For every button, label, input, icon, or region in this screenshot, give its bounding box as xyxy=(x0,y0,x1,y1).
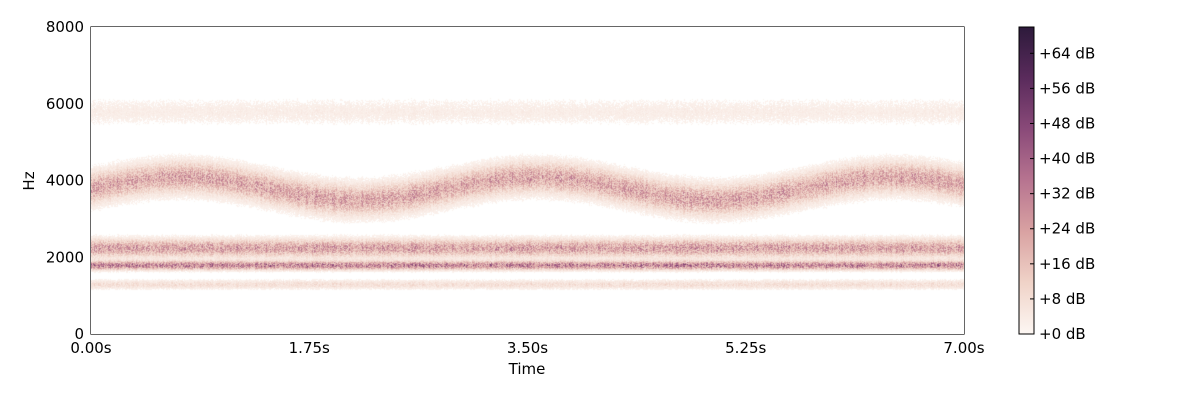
colorbar-gradient xyxy=(1018,26,1035,335)
y-tick-label: 0 xyxy=(74,325,84,343)
x-axis-label: Time xyxy=(508,360,546,378)
y-axis-label: Hz xyxy=(20,171,38,190)
y-tick-label: 8000 xyxy=(46,18,84,36)
x-tick-label: 1.75s xyxy=(289,339,330,357)
y-tick-label: 4000 xyxy=(46,172,84,190)
colorbar-tick-label: +48 dB xyxy=(1039,114,1095,132)
colorbar-tick-label: +32 dB xyxy=(1039,185,1095,203)
x-tick-label: 7.00s xyxy=(943,339,984,357)
colorbar: +0 dB +8 dB +16 dB +24 dB +32 dB +40 dB +48 dB… xyxy=(1018,26,1095,343)
x-tick-label: 3.50s xyxy=(507,339,548,357)
x-tick-label: 0.00s xyxy=(70,339,111,357)
colorbar-tick-label: +0 dB xyxy=(1039,325,1086,343)
x-tick-label: 5.25s xyxy=(725,339,766,357)
colorbar-tick-label: +56 dB xyxy=(1039,79,1095,97)
colorbar-tick-label: +16 dB xyxy=(1039,255,1095,273)
y-tick-label: 2000 xyxy=(46,248,84,266)
colorbar-tick-label: +64 dB xyxy=(1039,44,1095,62)
colorbar-tick-label: +40 dB xyxy=(1039,150,1095,168)
y-tick-label: 6000 xyxy=(46,95,84,113)
colorbar-tick-label: +24 dB xyxy=(1039,220,1095,238)
spectrogram-heatmap xyxy=(91,27,964,334)
colorbar-tick-label: +8 dB xyxy=(1039,290,1086,308)
